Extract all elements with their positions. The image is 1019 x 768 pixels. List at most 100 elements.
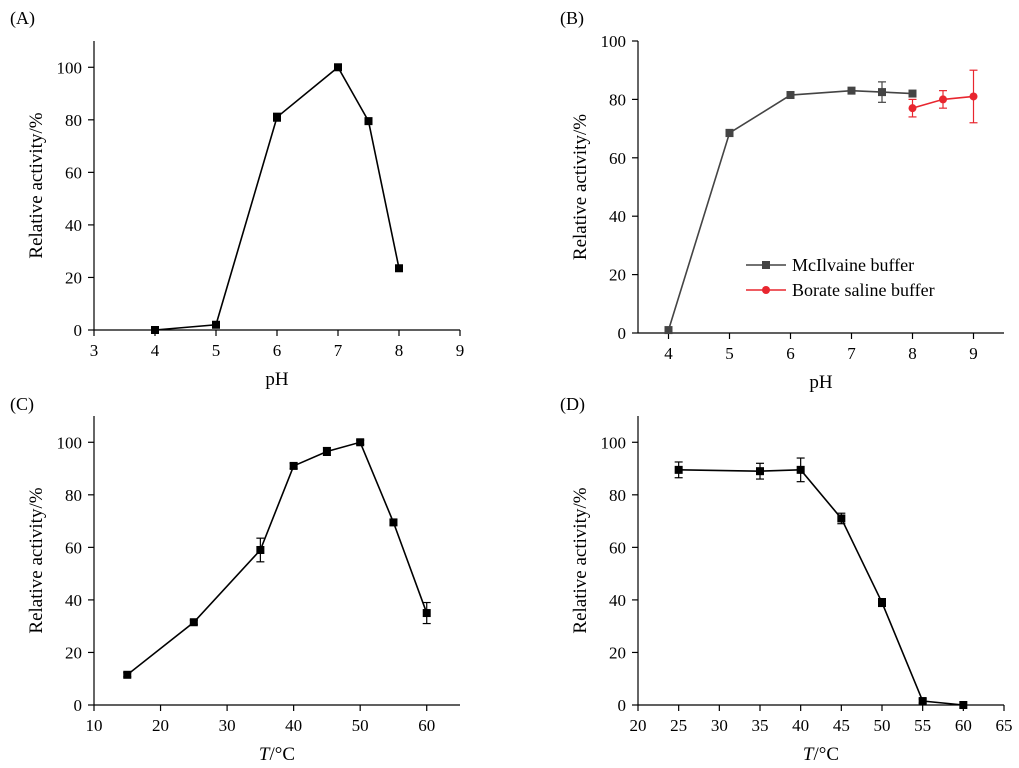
panel-label: (C)	[10, 394, 34, 415]
data-point	[918, 697, 927, 706]
data-point	[334, 63, 342, 72]
y-tick-label: 40	[609, 207, 626, 226]
x-tick-label: 55	[914, 716, 931, 735]
x-tick-label: 6	[273, 341, 282, 360]
data-point	[422, 609, 431, 618]
data-point	[664, 326, 673, 335]
data-point	[837, 514, 846, 523]
data-point	[151, 326, 159, 334]
chart-panel-1: (A) 3 4 5 6 7 8 9 0 20 40 60 80 100 pH Relative activit…	[10, 8, 464, 390]
x-axis-label: T/°C	[259, 744, 295, 765]
panel-label: (B)	[560, 8, 584, 29]
y-tick-label: 100	[57, 433, 83, 452]
x-tick-label: 8	[908, 344, 917, 363]
x-tick-label: 7	[847, 344, 856, 363]
data-point	[364, 117, 373, 126]
y-tick-label: 20	[609, 643, 626, 662]
y-tick-label: 40	[65, 216, 82, 235]
y-tick-label: 80	[609, 90, 626, 109]
y-axis-label: Relative activity/%	[26, 112, 47, 258]
x-tick-label: 50	[874, 716, 891, 735]
data-point	[389, 518, 398, 527]
x-tick-label: 9	[456, 341, 465, 360]
legend-marker	[762, 286, 770, 294]
x-tick-label: 4	[151, 341, 160, 360]
data-point	[395, 264, 403, 273]
series-line	[126, 441, 428, 676]
y-tick-label: 100	[601, 433, 627, 452]
legend-label: McIlvaine buffer	[792, 255, 914, 275]
x-tick-label: 60	[418, 716, 435, 735]
data-point	[969, 92, 978, 101]
y-tick-label: 0	[618, 324, 627, 343]
y-tick-label: 0	[618, 696, 627, 715]
chart-panel-3: (C) 10 20 30 40 50 60 0 20 40 60 80 100 T/°C Relative …	[10, 394, 460, 765]
x-tick-label: 5	[725, 344, 734, 363]
series-line	[154, 66, 400, 331]
data-point	[356, 438, 365, 447]
x-tick-label: 3	[90, 341, 99, 360]
x-tick-label: 40	[792, 716, 809, 735]
data-point	[756, 467, 764, 476]
data-point	[123, 670, 132, 679]
x-tick-label: 9	[969, 344, 978, 363]
x-tick-label: 65	[996, 716, 1013, 735]
series-line	[678, 469, 964, 706]
x-tick-label: 10	[86, 716, 103, 735]
x-tick-label: 30	[219, 716, 236, 735]
y-tick-label: 80	[65, 486, 82, 505]
series-2	[908, 69, 978, 124]
y-tick-label: 20	[65, 643, 82, 662]
data-point	[189, 618, 198, 627]
data-point	[322, 447, 331, 456]
y-tick-label: 20	[609, 266, 626, 285]
data-point	[847, 86, 856, 95]
data-point	[212, 320, 220, 329]
x-axis-label: pH	[265, 369, 289, 390]
x-tick-label: 40	[285, 716, 302, 735]
y-tick-label: 80	[609, 486, 626, 505]
data-point	[273, 113, 281, 122]
series-line	[667, 89, 913, 331]
y-tick-label: 60	[609, 149, 626, 168]
data-point	[674, 465, 683, 474]
x-tick-label: 5	[212, 341, 221, 360]
y-tick-label: 40	[65, 591, 82, 610]
y-tick-label: 0	[74, 321, 83, 340]
x-tick-label: 50	[352, 716, 369, 735]
panel-label: (D)	[560, 394, 585, 415]
legend-label: Borate saline buffer	[792, 280, 935, 300]
data-point	[959, 701, 968, 709]
data-point	[786, 91, 795, 100]
y-tick-label: 40	[609, 591, 626, 610]
data-point	[878, 598, 886, 607]
series-1	[674, 457, 968, 709]
y-tick-label: 60	[65, 163, 82, 182]
x-tick-label: 25	[670, 716, 687, 735]
y-tick-label: 100	[601, 32, 627, 51]
y-tick-label: 60	[609, 538, 626, 557]
series-1	[123, 438, 431, 679]
y-tick-label: 0	[74, 696, 83, 715]
x-tick-label: 20	[630, 716, 647, 735]
data-point	[908, 104, 917, 113]
data-point	[725, 128, 734, 137]
x-tick-label: 8	[395, 341, 404, 360]
data-point	[796, 465, 805, 474]
data-point	[908, 89, 917, 98]
series-1	[664, 81, 917, 335]
x-tick-label: 4	[664, 344, 673, 363]
y-tick-label: 100	[57, 58, 83, 77]
data-point	[878, 88, 886, 97]
data-point	[256, 545, 265, 554]
chart-panel-4: (D)20 25 30 35 40 45 50 55 60 65020406080100T/°CR…	[560, 394, 1013, 765]
x-tick-label: 20	[152, 716, 169, 735]
x-tick-label: 6	[786, 344, 795, 363]
x-axis-label: pH	[809, 372, 833, 393]
data-point	[939, 95, 947, 104]
y-axis-label: Relative activity/%	[26, 487, 47, 633]
data-point	[289, 461, 298, 470]
y-tick-label: 80	[65, 111, 82, 130]
legend: McIlvaine buffer Borate saline buffer	[746, 255, 935, 300]
